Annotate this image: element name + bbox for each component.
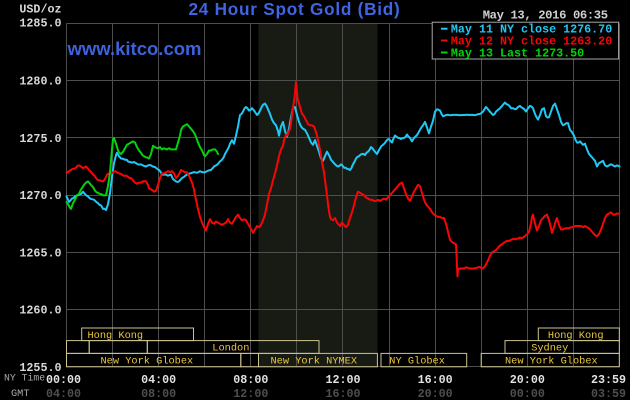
svg-text:NY Globex: NY Globex (389, 356, 445, 368)
svg-text:08:00: 08:00 (141, 387, 176, 400)
svg-text:1270.0: 1270.0 (19, 189, 61, 203)
svg-text:1275.0: 1275.0 (19, 132, 61, 146)
svg-text:1280.0: 1280.0 (19, 75, 61, 89)
svg-text:Hong Kong: Hong Kong (88, 330, 144, 342)
svg-text:12:00: 12:00 (233, 387, 268, 400)
svg-text:20:00: 20:00 (418, 387, 453, 400)
svg-text:Sydney: Sydney (531, 343, 568, 355)
svg-text:Hong Kong: Hong Kong (548, 330, 604, 342)
svg-text:04:00: 04:00 (141, 373, 176, 387)
svg-text:GMT: GMT (11, 388, 30, 400)
svg-text:1285.0: 1285.0 (19, 16, 61, 30)
svg-text:May 12 NY close 1263.20: May 12 NY close 1263.20 (451, 34, 612, 48)
svg-text:00:00: 00:00 (46, 373, 81, 387)
svg-text:NY Time: NY Time (4, 373, 45, 384)
svg-text:16:00: 16:00 (418, 373, 453, 387)
svg-text:20:00: 20:00 (510, 373, 545, 387)
svg-text:May 13, 2016 06:35: May 13, 2016 06:35 (483, 9, 608, 23)
svg-text:04:00: 04:00 (46, 387, 81, 400)
svg-text:12:00: 12:00 (325, 373, 360, 387)
svg-text:www.kitco.com: www.kitco.com (67, 38, 202, 59)
svg-text:00:00: 00:00 (510, 387, 545, 400)
svg-text:1260.0: 1260.0 (19, 304, 61, 318)
svg-text:New York Globex: New York Globex (101, 356, 194, 368)
svg-text:08:00: 08:00 (233, 373, 268, 387)
svg-text:1255.0: 1255.0 (19, 361, 61, 375)
svg-text:London: London (212, 343, 249, 355)
svg-text:May 11 NY close 1276.70: May 11 NY close 1276.70 (451, 23, 612, 37)
svg-text:New York NYMEX: New York NYMEX (271, 356, 358, 368)
svg-text:24 Hour Spot Gold (Bid): 24 Hour Spot Gold (Bid) (188, 0, 400, 19)
svg-text:16:00: 16:00 (325, 387, 360, 400)
svg-text:1265.0: 1265.0 (19, 246, 61, 260)
svg-text:USD/oz: USD/oz (19, 3, 61, 17)
svg-text:New York Globex: New York Globex (505, 356, 598, 368)
svg-text:03:59: 03:59 (591, 387, 626, 400)
svg-text:May 13 Last 1273.50: May 13 Last 1273.50 (451, 46, 584, 60)
svg-text:23:59: 23:59 (591, 373, 626, 387)
